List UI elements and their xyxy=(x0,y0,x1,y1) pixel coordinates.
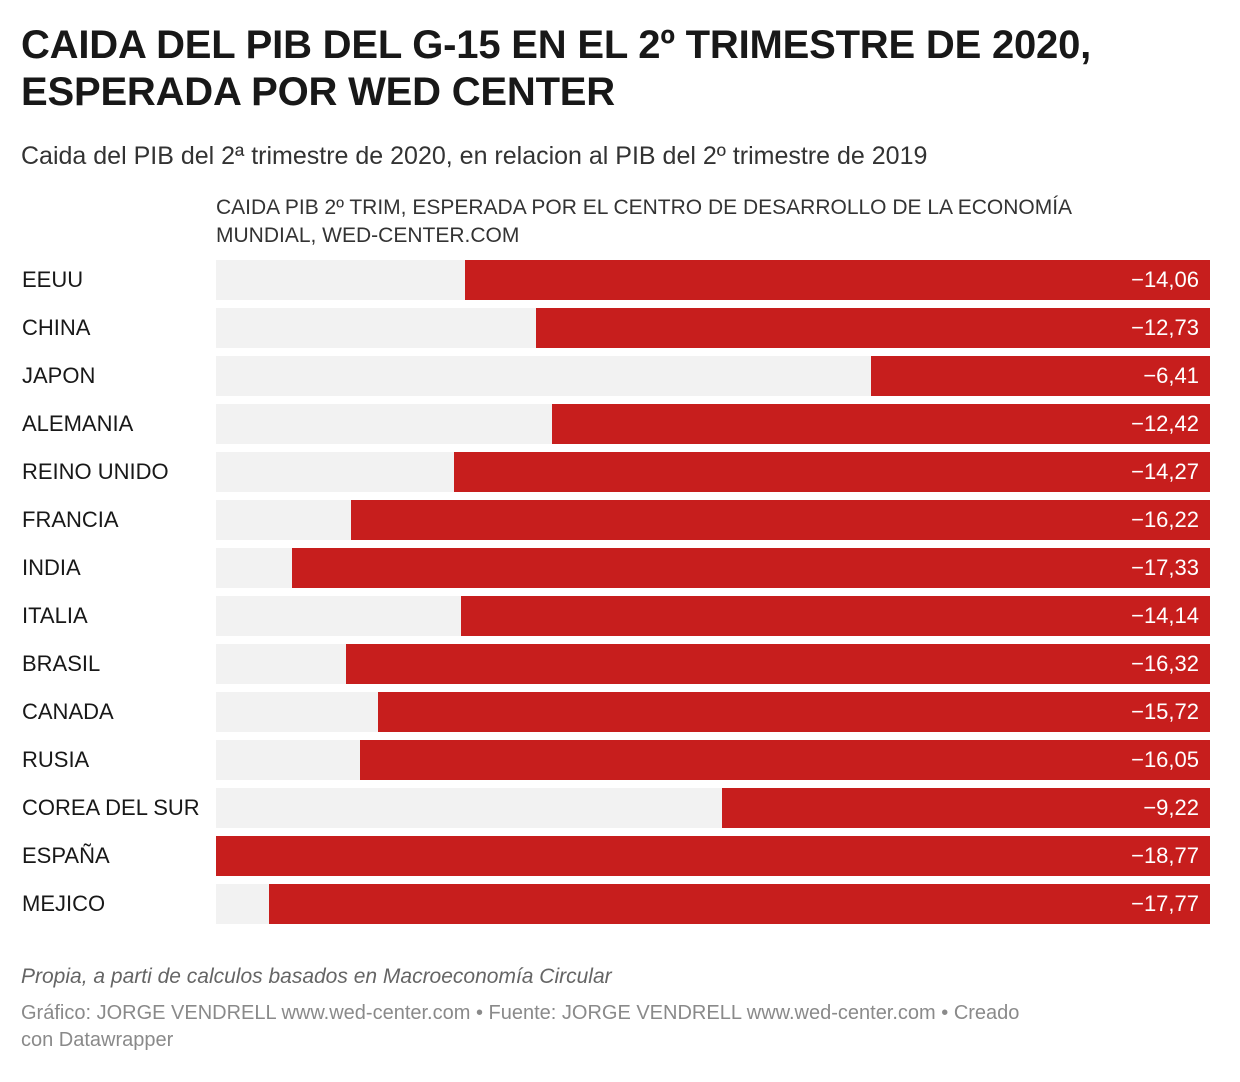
category-label: ALEMANIA xyxy=(22,411,134,436)
value-label: −16,05 xyxy=(1131,747,1199,772)
category-label: BRASIL xyxy=(22,651,101,676)
bar-row: CANADA −15,72 xyxy=(0,692,1240,732)
category-label: ESPAÑA xyxy=(22,843,110,868)
category-label: JAPON xyxy=(22,363,96,388)
category-label: EEUU xyxy=(22,267,84,292)
value-label: −6,41 xyxy=(1143,363,1199,388)
bar-row: BRASIL −16,32 xyxy=(0,644,1240,684)
category-label: ITALIA xyxy=(22,603,88,628)
category-label: REINO UNIDO xyxy=(22,459,169,484)
bar-track: −12,42 xyxy=(216,404,1210,444)
value-label: −14,27 xyxy=(1131,459,1199,484)
bar xyxy=(268,884,1210,924)
chart-subtitle: Caida del PIB del 2ª trimestre de 2020, … xyxy=(21,142,928,170)
category-label: MEJICO xyxy=(22,891,106,916)
value-label: −12,73 xyxy=(1131,315,1199,340)
value-label: −12,42 xyxy=(1131,411,1199,436)
chart-footer: Gráfico: JORGE VENDRELL www.wed-center.c… xyxy=(21,1002,1020,1051)
bar-row: EEUU −14,06 xyxy=(0,260,1240,300)
value-label: −17,33 xyxy=(1131,555,1199,580)
bar xyxy=(360,740,1210,780)
value-label: −16,22 xyxy=(1131,507,1199,532)
bar xyxy=(870,356,1210,396)
bar-row: FRANCIA −16,22 xyxy=(0,500,1240,540)
category-label: CHINA xyxy=(22,315,91,340)
bar xyxy=(721,788,1210,828)
bar-row: ALEMANIA −12,42 xyxy=(0,404,1240,444)
bar-row: JAPON −6,41 xyxy=(0,356,1240,396)
bar-track: −17,33 xyxy=(216,548,1210,588)
bar xyxy=(454,452,1210,492)
bar-track: −12,73 xyxy=(216,308,1210,348)
bar-row: ESPAÑA −18,77 xyxy=(0,836,1240,876)
bar xyxy=(351,500,1210,540)
bar xyxy=(535,308,1210,348)
value-label: −14,06 xyxy=(1131,267,1199,292)
value-label: −18,77 xyxy=(1131,843,1199,868)
chart-title: CAIDA DEL PIB DEL G-15 EN EL 2º TRIMESTR… xyxy=(21,23,1092,114)
bar-row: COREA DEL SUR −9,22 xyxy=(0,788,1240,828)
chart-notes: Propia, a parti de calculos basados en M… xyxy=(21,965,612,988)
bar xyxy=(377,692,1210,732)
bar-track: −6,41 xyxy=(216,356,1210,396)
bar-track: −15,72 xyxy=(216,692,1210,732)
bar xyxy=(345,644,1210,684)
bar-track: −16,32 xyxy=(216,644,1210,684)
bar xyxy=(292,548,1210,588)
bar xyxy=(552,404,1210,444)
bar-row: RUSIA −16,05 xyxy=(0,740,1240,780)
bar-row: MEJICO −17,77 xyxy=(0,884,1240,924)
bar xyxy=(461,596,1210,636)
column-header: CAIDA PIB 2º TRIM, ESPERADA POR EL CENTR… xyxy=(216,196,1071,247)
bar-track: −14,27 xyxy=(216,452,1210,492)
category-label: FRANCIA xyxy=(22,507,119,532)
bar xyxy=(465,260,1210,300)
bar-track: −14,14 xyxy=(216,596,1210,636)
bar-track: −16,05 xyxy=(216,740,1210,780)
value-label: −14,14 xyxy=(1131,603,1199,628)
bar-chart: EEUU −14,06 CHINA −12,73 JAPON −6,41 ALEMANIA −… xyxy=(0,260,1240,932)
bar xyxy=(216,836,1210,876)
value-label: −15,72 xyxy=(1131,699,1199,724)
value-label: −16,32 xyxy=(1131,651,1199,676)
bar-track: −18,77 xyxy=(216,836,1210,876)
bar-track: −14,06 xyxy=(216,260,1210,300)
bar-row: CHINA −12,73 xyxy=(0,308,1240,348)
value-label: −9,22 xyxy=(1143,795,1199,820)
bar-row: REINO UNIDO −14,27 xyxy=(0,452,1240,492)
category-label: INDIA xyxy=(22,555,81,580)
category-label: CANADA xyxy=(22,699,114,724)
category-label: RUSIA xyxy=(22,747,90,772)
bar-row: INDIA −17,33 xyxy=(0,548,1240,588)
value-label: −17,77 xyxy=(1131,891,1199,916)
bar-track: −17,77 xyxy=(216,884,1210,924)
bar-track: −16,22 xyxy=(216,500,1210,540)
bar-row: ITALIA −14,14 xyxy=(0,596,1240,636)
category-label: COREA DEL SUR xyxy=(22,795,200,820)
bar-track: −9,22 xyxy=(216,788,1210,828)
